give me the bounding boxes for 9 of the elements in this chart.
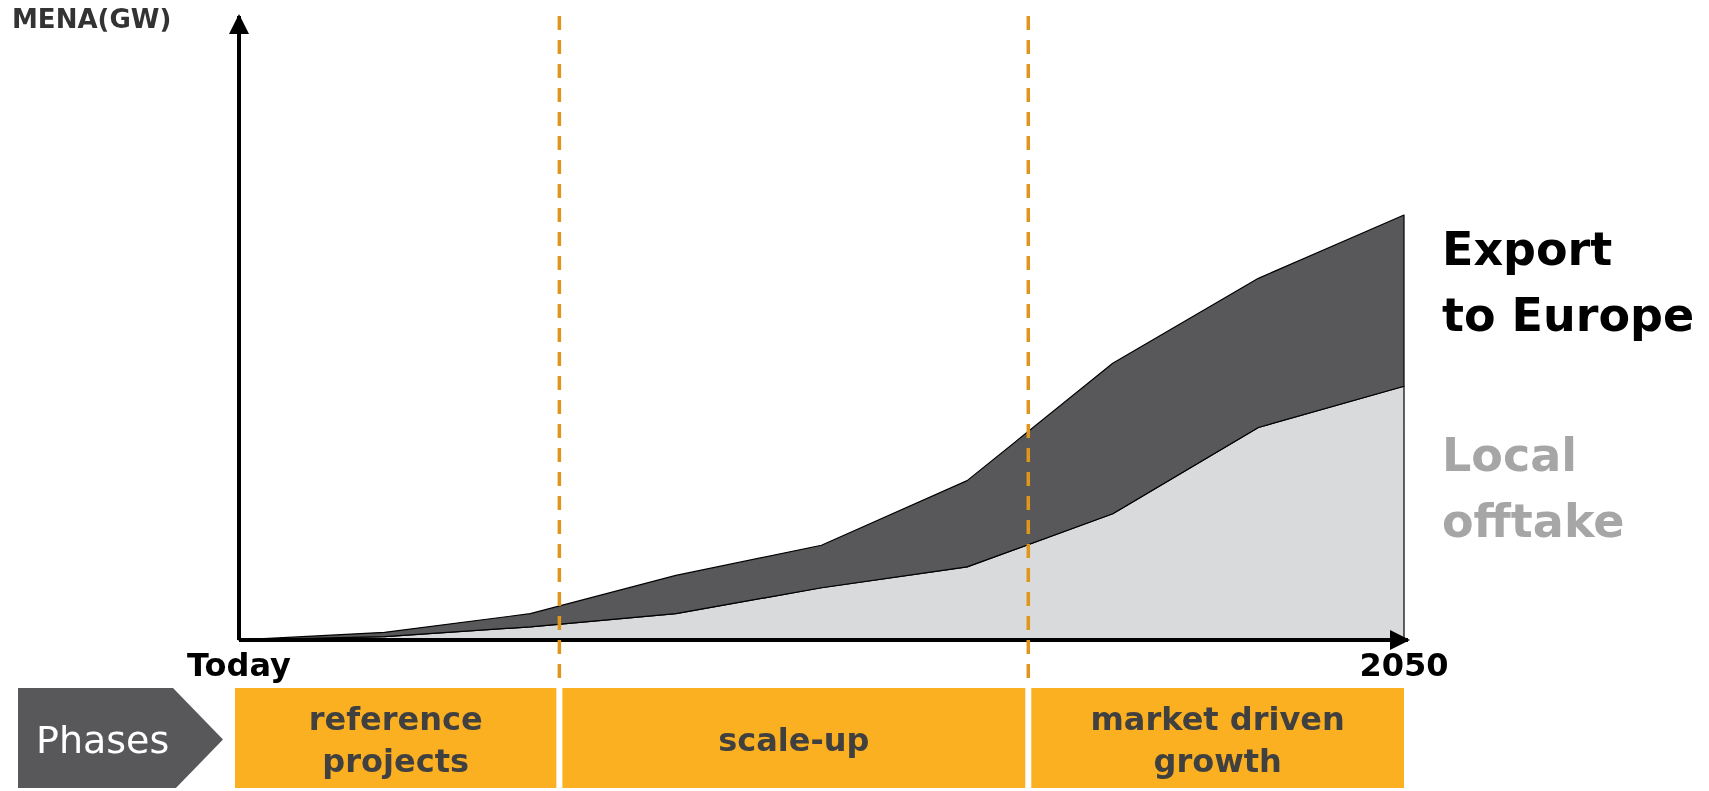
text: scale-up: [718, 720, 870, 759]
text: MENA(GW): [12, 4, 172, 34]
text: Phases: [36, 717, 170, 762]
text: market driven growth: [1090, 699, 1345, 780]
x-tick-label: 2050: [1359, 646, 1449, 684]
series-label: Local offtake: [1442, 428, 1625, 549]
text: reference projects: [308, 699, 483, 780]
x-tick-label: Today: [187, 646, 292, 684]
series-label: Export to Europe: [1442, 222, 1695, 342]
